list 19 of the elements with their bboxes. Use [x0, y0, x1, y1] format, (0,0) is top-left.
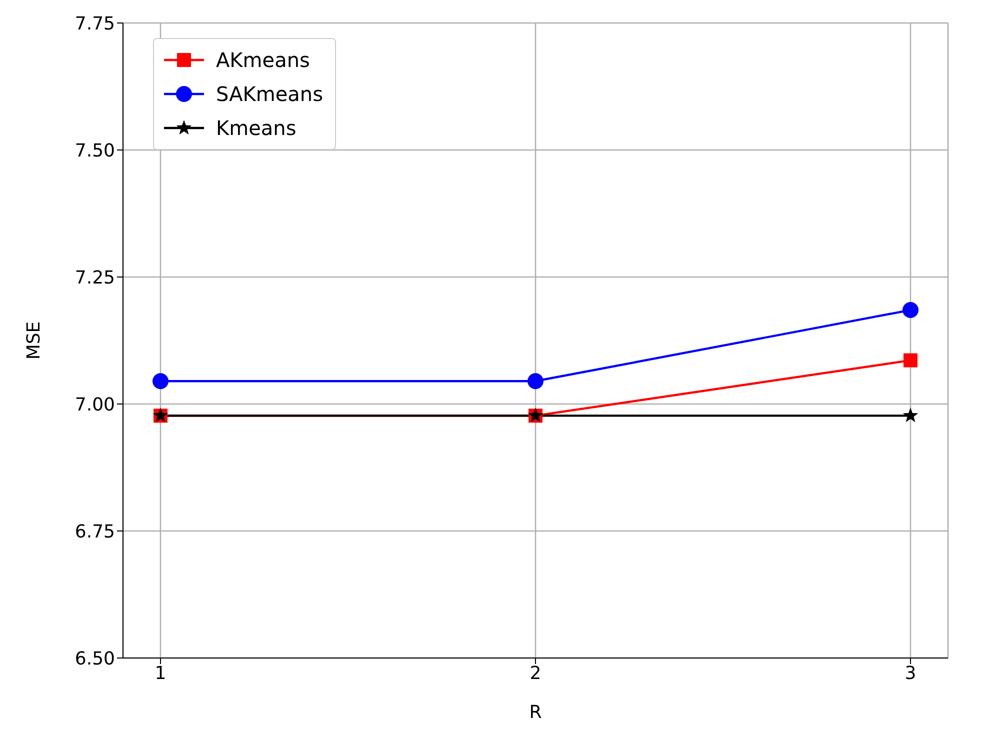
- point: [902, 302, 918, 318]
- legend-label: SAKmeans: [216, 81, 324, 108]
- point: [902, 408, 918, 422]
- y-tick-label: 7.25: [74, 267, 115, 288]
- y-tick-label: 7.75: [74, 13, 115, 34]
- x-tick-label: 1: [154, 662, 166, 684]
- y-tick-label: 7.00: [74, 394, 115, 416]
- y-axis-title: MSE: [23, 321, 44, 360]
- y-tick-label: 6.50: [74, 648, 115, 670]
- legend-label: Kmeans: [216, 115, 296, 142]
- x-axis-title: R: [529, 702, 542, 723]
- y-tick-label: 7.50: [74, 140, 115, 162]
- y-tick-label: 6.75: [74, 521, 115, 542]
- point: [528, 373, 544, 390]
- point: [152, 373, 168, 390]
- x-tick-label: 3: [904, 662, 916, 684]
- x-tick-label: 2: [530, 662, 542, 684]
- legend-label: AKmeans: [216, 47, 310, 74]
- point: [904, 353, 918, 368]
